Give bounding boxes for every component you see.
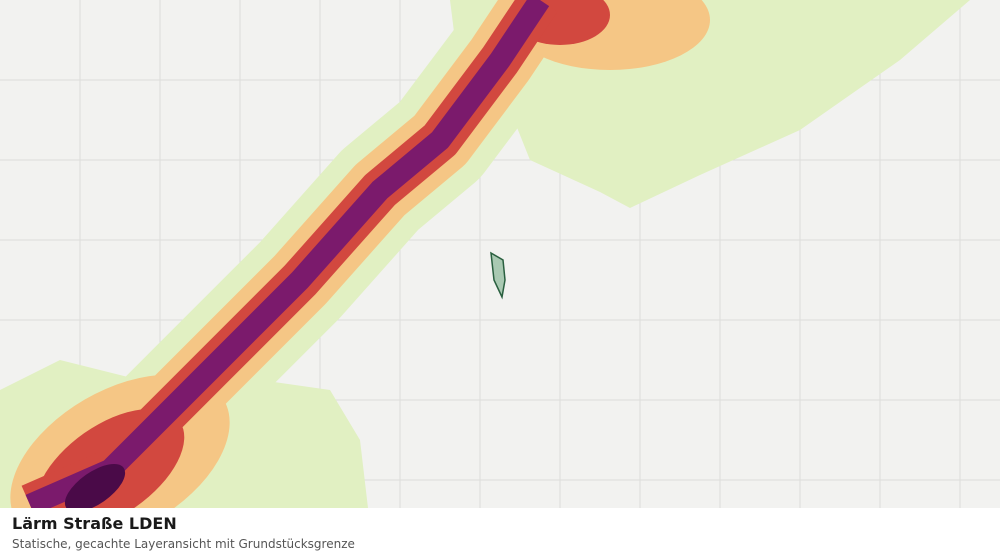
layer-title: Lärm Straße LDEN — [12, 514, 177, 533]
parcel-boundary[interactable] — [490, 251, 506, 300]
noise-zone-very-high — [25, 0, 550, 508]
map — [0, 0, 1000, 508]
noise-zone-max — [64, 464, 126, 508]
noise-layer — [0, 0, 970, 508]
layer-subtitle: Statische, gecachte Layeransicht mit Gru… — [12, 537, 355, 551]
caption: Lärm Straße LDEN Statische, gecachte Lay… — [0, 508, 1000, 560]
